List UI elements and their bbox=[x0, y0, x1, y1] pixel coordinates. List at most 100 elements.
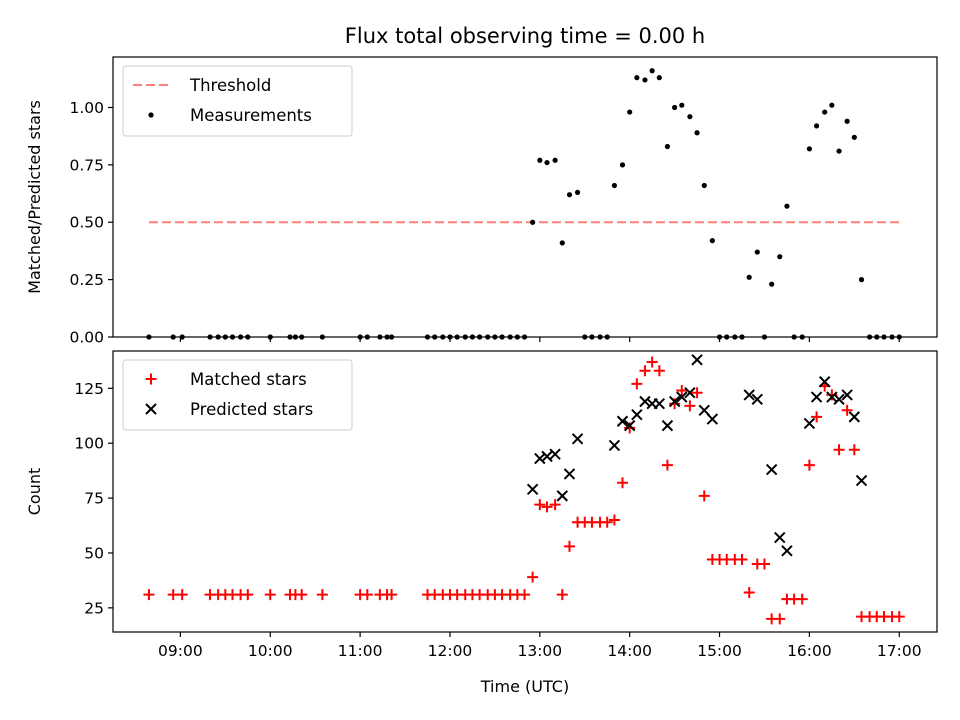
measurements-point bbox=[694, 130, 700, 136]
matched-stars-point bbox=[527, 571, 539, 583]
axes-frame bbox=[112, 56, 938, 338]
x-tick-label: 13:00 bbox=[517, 642, 562, 660]
matched-stars-point bbox=[264, 589, 276, 601]
predicted-stars-point bbox=[631, 408, 643, 421]
measurements-point bbox=[552, 157, 558, 163]
predicted-stars-point bbox=[608, 439, 621, 452]
predicted-stars-point bbox=[549, 448, 561, 460]
predicted-stars-point bbox=[855, 474, 868, 487]
predicted-stars-point bbox=[661, 419, 674, 432]
matched-stars-point bbox=[608, 514, 620, 526]
predicted-stars-point bbox=[676, 391, 688, 403]
measurements-point bbox=[784, 203, 790, 209]
y-tick-label: 1.00 bbox=[69, 99, 104, 117]
measurements-point bbox=[858, 277, 865, 283]
measurements-point bbox=[566, 192, 573, 198]
measurements-point bbox=[611, 182, 618, 189]
matched-stars-point bbox=[661, 459, 673, 471]
matched-stars-point bbox=[563, 540, 575, 552]
y-tick-label: 0.00 bbox=[69, 329, 104, 347]
measurements-point bbox=[642, 77, 648, 83]
y-tick-label: 0.75 bbox=[69, 156, 104, 174]
measurements-point bbox=[806, 146, 813, 152]
matched-stars-point bbox=[624, 422, 636, 434]
measurements-point bbox=[851, 134, 857, 140]
measurements-point bbox=[634, 75, 640, 81]
chart-title: Flux total observing time = 0.00 h bbox=[345, 24, 705, 48]
measurements-point bbox=[822, 109, 828, 115]
legend: Threshold Measurements bbox=[122, 65, 353, 137]
matched-stars-point bbox=[631, 378, 643, 390]
matched-stars-point bbox=[639, 365, 651, 377]
y-axis-label: Matched/Predicted stars bbox=[25, 100, 44, 294]
matched-stars-point bbox=[316, 589, 328, 601]
y-tick-label: 100 bbox=[74, 435, 104, 453]
measurements-point bbox=[530, 219, 536, 225]
legend-handle-predicted-stars bbox=[145, 403, 157, 415]
matched-stars-point bbox=[519, 589, 531, 601]
predicted-stars-point bbox=[751, 393, 763, 406]
matched-stars-point bbox=[541, 501, 553, 513]
predicted-stars-point bbox=[534, 452, 546, 465]
y-tick-label: 75 bbox=[84, 490, 104, 508]
legend-handle-measurements bbox=[148, 112, 154, 118]
legend-box bbox=[122, 359, 353, 431]
matched-stars-point bbox=[646, 356, 658, 368]
predicted-stars-point bbox=[541, 450, 553, 463]
matched-stars-point bbox=[803, 459, 815, 471]
predicted-stars-point bbox=[691, 354, 703, 366]
matched-stars-point bbox=[691, 387, 703, 399]
y-axis-label: Count bbox=[25, 468, 44, 516]
measurements-point bbox=[754, 249, 760, 255]
predicted-stars-point bbox=[653, 397, 666, 410]
predicted-stars-point bbox=[810, 391, 823, 403]
measurements-point bbox=[656, 75, 662, 81]
x-tick-label: 10:00 bbox=[248, 642, 293, 660]
predicted-stars-point bbox=[706, 413, 719, 425]
y-tick-label: 0.50 bbox=[69, 214, 104, 232]
predicted-stars-point bbox=[639, 395, 651, 408]
predicted-stars-point bbox=[841, 389, 853, 401]
matched-stars-point bbox=[556, 589, 568, 601]
predicted-stars-point bbox=[623, 419, 636, 432]
measurements-point bbox=[649, 68, 655, 74]
legend-box bbox=[122, 65, 353, 137]
matched-stars-point bbox=[386, 589, 398, 601]
matched-stars-point bbox=[736, 554, 748, 566]
legend-handle-matched-stars bbox=[145, 373, 157, 385]
measurements-point bbox=[777, 254, 783, 260]
x-tick-label: 14:00 bbox=[607, 642, 652, 660]
measurements-point bbox=[709, 238, 715, 244]
predicted-stars-point bbox=[774, 531, 786, 544]
predicted-stars-point bbox=[781, 545, 793, 557]
x-tick-label: 12:00 bbox=[428, 642, 473, 660]
measurements-point bbox=[746, 274, 752, 280]
x-tick-label: 15:00 bbox=[697, 642, 742, 660]
legend-label-matched-stars: Matched stars bbox=[190, 370, 307, 389]
measurements-point bbox=[672, 104, 678, 111]
legend-label-predicted-stars: Predicted stars bbox=[190, 400, 313, 419]
y-tick-label: 0.25 bbox=[69, 271, 104, 289]
matched-stars-point bbox=[143, 589, 155, 601]
matched-stars-point bbox=[698, 490, 710, 502]
matched-stars-point bbox=[616, 477, 628, 489]
measurements-point bbox=[574, 189, 581, 196]
x-tick-label: 11:00 bbox=[338, 642, 383, 660]
matched-stars-point bbox=[758, 558, 770, 570]
predicted-stars-point bbox=[563, 468, 576, 480]
predicted-stars-point bbox=[765, 463, 778, 476]
predicted-stars-point bbox=[556, 490, 568, 502]
measurements-point bbox=[836, 148, 842, 154]
legend-label-measurements: Measurements bbox=[190, 106, 312, 125]
measurements-point bbox=[769, 281, 775, 287]
matched-stars-point bbox=[848, 444, 860, 456]
counts-panel: 25 50 75 100 125 09:00 10:00 11:00 12:00 13:00 14:… bbox=[25, 350, 938, 660]
measurements-point bbox=[537, 157, 543, 163]
measurements-point bbox=[664, 143, 671, 150]
predicted-stars-point bbox=[698, 404, 710, 416]
x-axis-label: Time (UTC) bbox=[480, 677, 569, 696]
measurements-point bbox=[679, 102, 685, 108]
matched-stars-point bbox=[669, 398, 681, 410]
measurements-point bbox=[559, 240, 565, 246]
